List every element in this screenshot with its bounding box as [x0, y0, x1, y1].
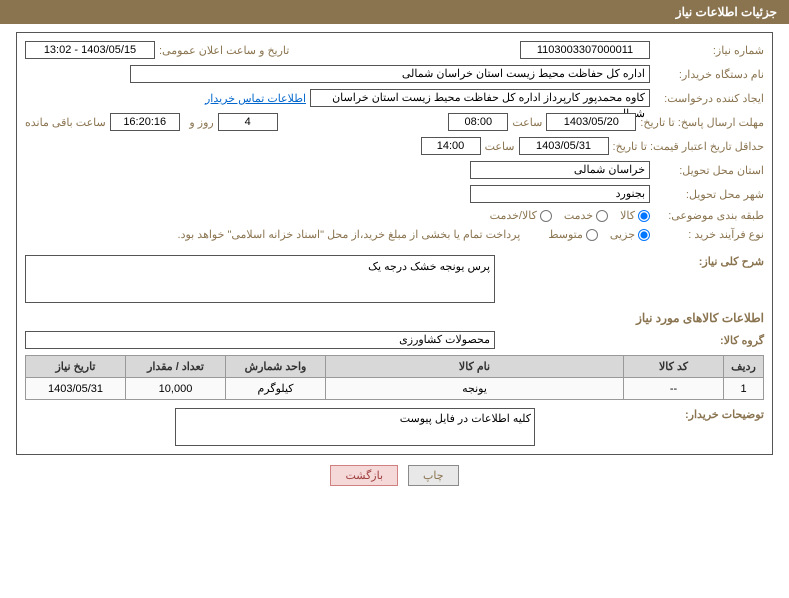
details-panel: شماره نیاز: 1103003307000011 تاریخ و ساع… — [16, 32, 773, 455]
days-field: 4 — [218, 113, 278, 131]
radio-motevaset[interactable]: متوسط — [548, 228, 598, 241]
radio-jozei[interactable]: جزیی — [610, 228, 650, 241]
page-title: جزئیات اطلاعات نیاز — [676, 5, 777, 19]
radio-motevaset-input[interactable] — [586, 229, 598, 241]
reply-deadline-label: مهلت ارسال پاسخ: تا تاریخ: — [640, 116, 764, 129]
radio-khedmat[interactable]: خدمت — [564, 209, 608, 222]
contact-link[interactable]: اطلاعات تماس خریدار — [205, 92, 306, 105]
goods-info-title: اطلاعات کالاهای مورد نیاز — [25, 311, 764, 325]
purchase-type-label: نوع فرآیند خرید : — [654, 228, 764, 241]
time-label-1: ساعت — [512, 116, 542, 129]
print-button[interactable]: چاپ — [408, 465, 459, 486]
radio-khedmat-input[interactable] — [596, 210, 608, 222]
td-date: 1403/05/31 — [26, 378, 126, 400]
need-no-label: شماره نیاز: — [654, 44, 764, 57]
purchase-note: پرداخت تمام یا بخشی از مبلغ خرید،از محل … — [178, 228, 521, 241]
td-name: یونجه — [326, 378, 624, 400]
remain-label: ساعت باقی مانده — [25, 116, 106, 129]
td-row: 1 — [724, 378, 764, 400]
td-qty: 10,000 — [126, 378, 226, 400]
time-label-2: ساعت — [485, 140, 515, 153]
radio-jozei-input[interactable] — [638, 229, 650, 241]
radio-kalakhedmat-input[interactable] — [540, 210, 552, 222]
province-field: خراسان شمالی — [470, 161, 650, 179]
need-desc-label: شرح کلی نیاز: — [654, 255, 764, 268]
city-label: شهر محل تحویل: — [654, 188, 764, 201]
table-header-row: ردیف کد کالا نام کالا واحد شمارش تعداد /… — [26, 356, 764, 378]
goods-table: ردیف کد کالا نام کالا واحد شمارش تعداد /… — [25, 355, 764, 400]
requester-label: ایجاد کننده درخواست: — [654, 92, 764, 105]
validity-label: حداقل تاریخ اعتبار قیمت: تا تاریخ: — [613, 140, 764, 153]
announce-date-field: 1403/05/15 - 13:02 — [25, 41, 155, 59]
td-code: -- — [624, 378, 724, 400]
category-label: طبقه بندی موضوعی: — [654, 209, 764, 222]
need-no-field: 1103003307000011 — [520, 41, 650, 59]
buyer-notes-box: کلیه اطلاعات در فایل پیوست — [175, 408, 535, 446]
table-row: 1 -- یونجه کیلوگرم 10,000 1403/05/31 — [26, 378, 764, 400]
validity-date-field: 1403/05/31 — [519, 137, 609, 155]
back-button[interactable]: بازگشت — [330, 465, 398, 486]
buyer-org-label: نام دستگاه خریدار: — [654, 68, 764, 81]
th-unit: واحد شمارش — [226, 356, 326, 378]
goods-group-field: محصولات کشاورزی — [25, 331, 495, 349]
buyer-notes-label: توضیحات خریدار: — [654, 408, 764, 421]
city-field: بجنورد — [470, 185, 650, 203]
th-code: کد کالا — [624, 356, 724, 378]
day-and-label: روز و — [184, 116, 214, 129]
announce-date-label: تاریخ و ساعت اعلان عمومی: — [159, 44, 289, 57]
need-desc-box: پرس یونجه خشک درجه یک — [25, 255, 495, 303]
reply-date-field: 1403/05/20 — [546, 113, 636, 131]
radio-kalakhedmat[interactable]: کالا/خدمت — [490, 209, 552, 222]
requester-field: کاوه محمدپور کارپرداز اداره کل حفاظت محی… — [310, 89, 650, 107]
td-unit: کیلوگرم — [226, 378, 326, 400]
province-label: استان محل تحویل: — [654, 164, 764, 177]
radio-kala-input[interactable] — [638, 210, 650, 222]
th-date: تاریخ نیاز — [26, 356, 126, 378]
goods-group-label: گروه کالا: — [654, 334, 764, 347]
reply-time-field: 08:00 — [448, 113, 508, 131]
radio-kala[interactable]: کالا — [620, 209, 650, 222]
remain-time-field: 16:20:16 — [110, 113, 180, 131]
validity-time-field: 14:00 — [421, 137, 481, 155]
buyer-org-field: اداره کل حفاظت محیط زیست استان خراسان شم… — [130, 65, 650, 83]
th-row: ردیف — [724, 356, 764, 378]
th-name: نام کالا — [326, 356, 624, 378]
th-qty: تعداد / مقدار — [126, 356, 226, 378]
page-header: جزئیات اطلاعات نیاز — [0, 0, 789, 24]
